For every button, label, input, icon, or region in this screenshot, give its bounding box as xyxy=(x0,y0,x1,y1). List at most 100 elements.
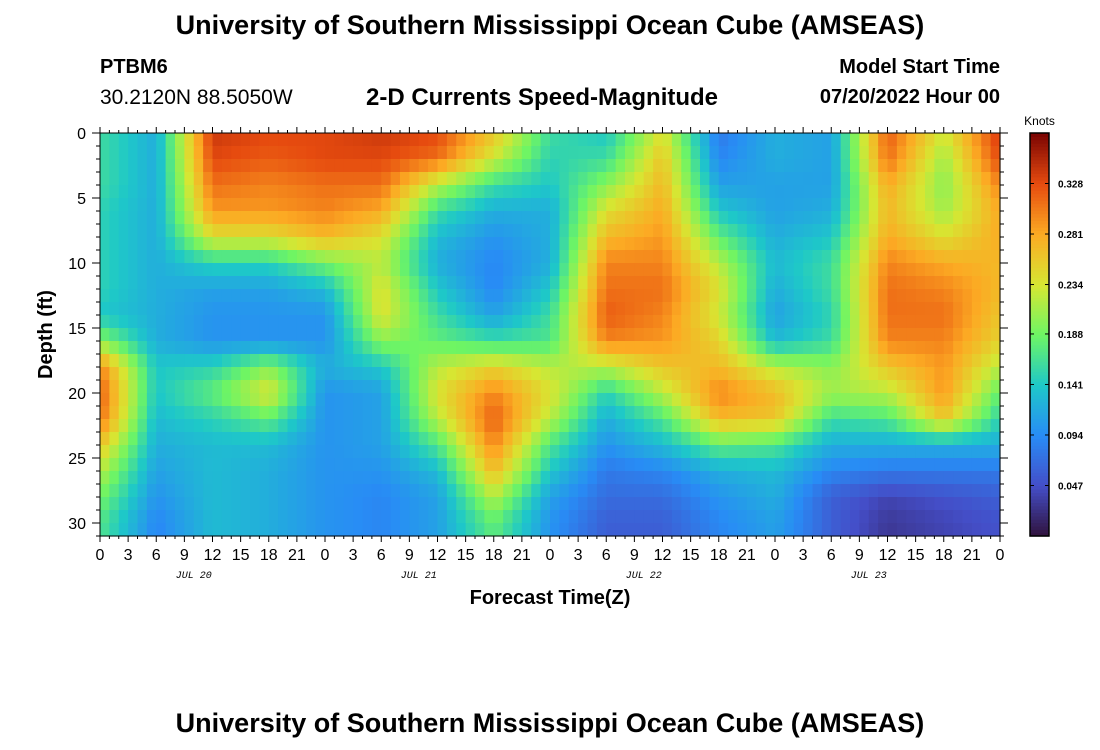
heatmap-cell xyxy=(231,289,242,303)
heatmap-cell xyxy=(221,172,232,186)
heatmap-cell xyxy=(990,406,1001,420)
heatmap-cell xyxy=(390,302,401,316)
heatmap-cell xyxy=(212,146,223,160)
heatmap-cell xyxy=(334,146,345,160)
heatmap-cell xyxy=(278,341,289,355)
heatmap-cell xyxy=(531,341,542,355)
heatmap-cell xyxy=(428,523,439,537)
heatmap-cell xyxy=(812,276,823,290)
heatmap-cell xyxy=(512,354,523,368)
heatmap-cell xyxy=(587,523,598,537)
heatmap-cell xyxy=(156,263,167,277)
heatmap-cell xyxy=(137,328,148,342)
heatmap-cell xyxy=(521,497,532,511)
heatmap-cell xyxy=(475,510,485,524)
heatmap-cell xyxy=(821,497,832,511)
heatmap-cell xyxy=(559,211,570,225)
heatmap-cell xyxy=(643,406,654,420)
heatmap-cell xyxy=(587,510,598,524)
heatmap-cell xyxy=(746,393,757,407)
heatmap-cell xyxy=(475,341,485,355)
heatmap-cell xyxy=(296,224,307,238)
heatmap-cell xyxy=(100,497,110,511)
colorbar-segment xyxy=(1030,267,1049,272)
heatmap-cell xyxy=(662,198,673,212)
heatmap-cell xyxy=(915,497,926,511)
heatmap-cell xyxy=(850,146,860,160)
colorbar-tick-label: 0.094 xyxy=(1058,431,1083,442)
heatmap-cell xyxy=(475,146,485,160)
heatmap-cell xyxy=(268,224,279,238)
heatmap-cell xyxy=(503,302,514,316)
heatmap-cell xyxy=(634,289,645,303)
heatmap-cell xyxy=(315,328,326,342)
heatmap-cell xyxy=(503,198,514,212)
heatmap-cell xyxy=(793,393,804,407)
heatmap-cell xyxy=(550,211,560,225)
heatmap-cell xyxy=(615,289,626,303)
heatmap-cell xyxy=(381,146,392,160)
heatmap-cell xyxy=(109,471,120,485)
heatmap-cell xyxy=(400,523,410,537)
heatmap-cell xyxy=(662,354,673,368)
heatmap-cell xyxy=(437,484,448,498)
heatmap-cell xyxy=(128,159,139,173)
heatmap-cell xyxy=(287,510,298,524)
heatmap-cell xyxy=(418,198,429,212)
heatmap-cell xyxy=(765,380,776,394)
heatmap-cell xyxy=(306,406,317,420)
heatmap-cell xyxy=(840,367,851,381)
heatmap-cell xyxy=(315,393,326,407)
heatmap-cell xyxy=(334,471,345,485)
colorbar-segment xyxy=(1030,193,1049,198)
heatmap-cell xyxy=(625,510,635,524)
heatmap-cell xyxy=(259,328,270,342)
heatmap-cell xyxy=(812,432,823,446)
heatmap-cell xyxy=(278,354,289,368)
heatmap-cell xyxy=(512,432,523,446)
heatmap-cell xyxy=(643,250,654,264)
heatmap-cell xyxy=(315,224,326,238)
heatmap-cell xyxy=(428,497,439,511)
heatmap-cell xyxy=(934,315,945,329)
heatmap-cell xyxy=(840,458,851,472)
heatmap-cell xyxy=(821,471,832,485)
heatmap-cell xyxy=(250,484,260,498)
heatmap-cell xyxy=(512,328,523,342)
heatmap-cell xyxy=(953,432,964,446)
heatmap-cell xyxy=(896,432,907,446)
heatmap-cell xyxy=(521,224,532,238)
x-tick-label: 21 xyxy=(288,547,306,564)
heatmap-cell xyxy=(418,263,429,277)
heatmap-cell xyxy=(793,159,804,173)
heatmap-cell xyxy=(287,185,298,199)
heatmap-cell xyxy=(231,315,242,329)
heatmap-cell xyxy=(756,354,767,368)
heatmap-cell xyxy=(728,354,739,368)
heatmap-cell xyxy=(793,172,804,186)
heatmap-cell xyxy=(775,172,785,186)
heatmap-cell xyxy=(690,315,701,329)
heatmap-cell xyxy=(446,224,457,238)
heatmap-cell xyxy=(428,159,439,173)
heatmap-cell xyxy=(831,198,842,212)
heatmap-cell xyxy=(662,458,673,472)
heatmap-cell xyxy=(540,146,551,160)
colorbar-segment xyxy=(1030,408,1049,413)
heatmap-cell xyxy=(203,497,214,511)
heatmap-cell xyxy=(390,445,401,459)
heatmap-cell xyxy=(287,432,298,446)
heatmap-cell xyxy=(540,263,551,277)
heatmap-cell xyxy=(118,367,129,381)
heatmap-cell xyxy=(109,458,120,472)
heatmap-cell xyxy=(953,250,964,264)
heatmap-cell xyxy=(765,523,776,537)
heatmap-cell xyxy=(156,211,167,225)
heatmap-cell xyxy=(878,185,889,199)
heatmap-cell xyxy=(128,198,139,212)
heatmap-cell xyxy=(184,185,195,199)
heatmap-cell xyxy=(653,341,664,355)
heatmap-cell xyxy=(587,471,598,485)
heatmap-cell xyxy=(915,172,926,186)
heatmap-cell xyxy=(240,250,251,264)
